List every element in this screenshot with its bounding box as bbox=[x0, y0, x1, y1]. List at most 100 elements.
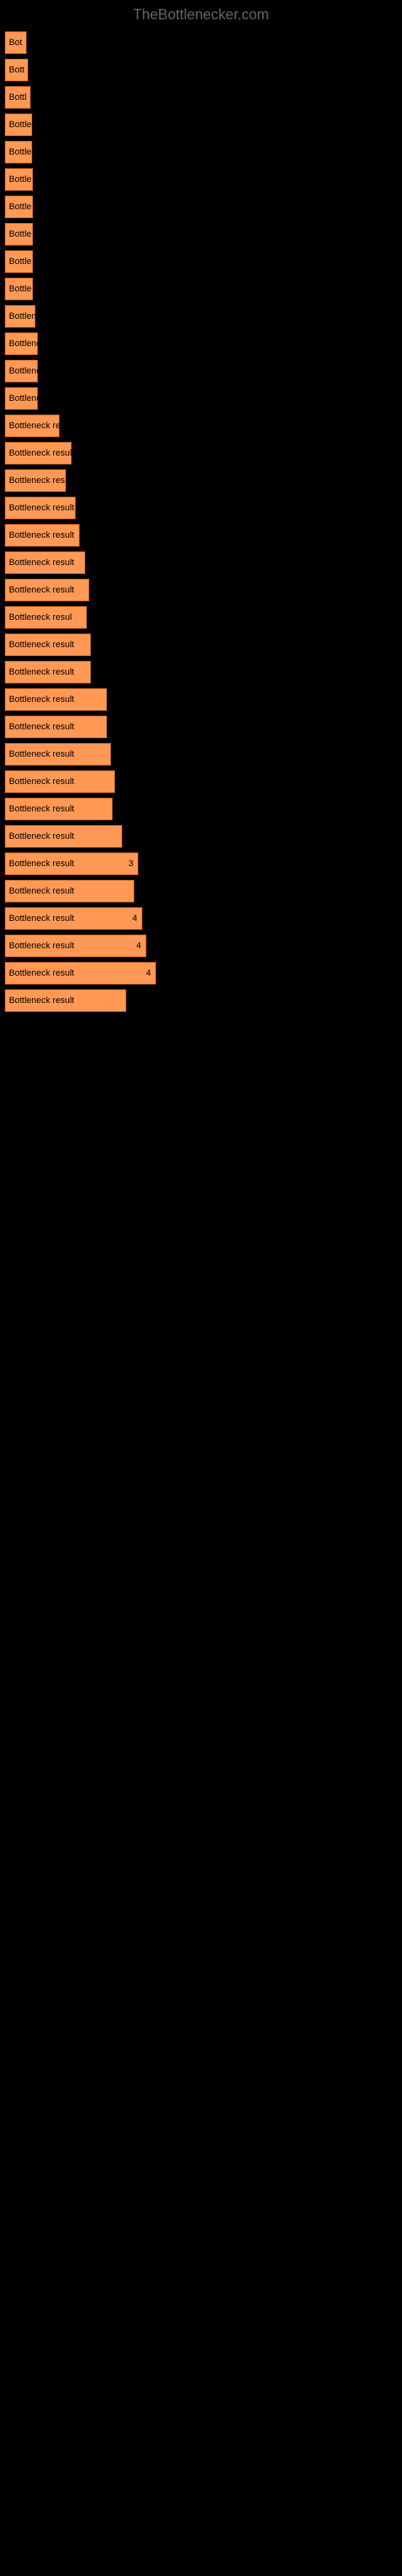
bar[interactable]: Bottlene bbox=[5, 332, 38, 355]
bar-value: 4 bbox=[133, 914, 137, 923]
bar-row: Bottleneck resul bbox=[5, 606, 397, 629]
bar[interactable]: Bottleneck result bbox=[5, 524, 80, 547]
bar-row: Bottle bbox=[5, 141, 397, 163]
bar-label: Bottleneck result bbox=[9, 585, 74, 595]
bar[interactable]: Bottlene bbox=[5, 360, 38, 382]
bar-wrapper: Bottleneck result bbox=[5, 989, 397, 1012]
bar[interactable]: Bottleneck result bbox=[5, 716, 107, 738]
bottleneck-chart: Bot Bott Bottl Bottle Bottle Bottle Bottle Bott… bbox=[5, 31, 397, 1012]
bar[interactable]: Bottleneck result bbox=[5, 825, 122, 848]
bar-row: Bottl bbox=[5, 86, 397, 109]
bar[interactable]: Bottleneck result bbox=[5, 497, 76, 519]
bar[interactable]: Bottleneck result bbox=[5, 935, 146, 957]
bar[interactable]: Bottleneck res bbox=[5, 469, 66, 492]
bar-row: Bot bbox=[5, 31, 397, 54]
bar[interactable]: Bottleneck resul bbox=[5, 606, 87, 629]
bar-label: Bottleneck result bbox=[9, 448, 74, 458]
bar[interactable]: Bottleneck result bbox=[5, 798, 113, 820]
bar[interactable]: Bottleneck result bbox=[5, 770, 115, 793]
bar[interactable]: Bot bbox=[5, 31, 27, 54]
bar-wrapper: Bottleneck result4 bbox=[5, 935, 397, 957]
bar[interactable]: Bottle bbox=[5, 196, 33, 218]
bar[interactable]: Bottleneck result bbox=[5, 661, 91, 683]
bar-label: Bottlene bbox=[9, 366, 41, 376]
bar-wrapper: Bottlene bbox=[5, 360, 397, 382]
bar-row: Bottlene bbox=[5, 387, 397, 410]
bar-wrapper: Bottle bbox=[5, 141, 397, 163]
bar[interactable]: Bottl bbox=[5, 86, 31, 109]
bar[interactable]: Bottlene bbox=[5, 387, 38, 410]
bar-row: Bottleneck result bbox=[5, 989, 397, 1012]
bar-row: Bottleneck re bbox=[5, 415, 397, 437]
bar-wrapper: Bott bbox=[5, 59, 397, 81]
bar[interactable]: Bottleneck result bbox=[5, 442, 72, 464]
bar[interactable]: Bottle bbox=[5, 168, 33, 191]
bar-row: Bottleneck result bbox=[5, 880, 397, 902]
bar-label: Bottleneck result bbox=[9, 859, 74, 869]
bar[interactable]: Bottle bbox=[5, 278, 33, 300]
bar[interactable]: Bottle bbox=[5, 141, 32, 163]
bar-row: Bottlene bbox=[5, 332, 397, 355]
bar-label: Bottle bbox=[9, 284, 31, 294]
bar-label: Bottleneck result bbox=[9, 558, 74, 568]
bar[interactable]: Bottleneck result bbox=[5, 634, 91, 656]
bar-wrapper: Bottl bbox=[5, 86, 397, 109]
bar[interactable]: Bottleneck result bbox=[5, 880, 134, 902]
bar-label: Bottleneck result bbox=[9, 777, 74, 786]
bar-label: Bottlene bbox=[9, 339, 41, 349]
bar[interactable]: Bott bbox=[5, 59, 28, 81]
bar[interactable]: Bottle bbox=[5, 114, 32, 136]
bar-wrapper: Bottleneck re bbox=[5, 415, 397, 437]
bar-label: Bottleneck resul bbox=[9, 613, 72, 622]
bar-row: Bottleneck result 4 bbox=[5, 907, 397, 930]
bar[interactable]: Bottle bbox=[5, 250, 33, 273]
bar-wrapper: Bottleneck result bbox=[5, 716, 397, 738]
bar[interactable]: Bottleneck result bbox=[5, 688, 107, 711]
bar-row: Bottleneck result 3 bbox=[5, 852, 397, 875]
bar-wrapper: Bottleneck res bbox=[5, 469, 397, 492]
bar-wrapper: Bottlene bbox=[5, 387, 397, 410]
bar[interactable]: Bottlen bbox=[5, 305, 35, 328]
bar[interactable]: Bottleneck re bbox=[5, 415, 59, 437]
bar-label: Bottleneck result bbox=[9, 941, 74, 951]
bar-wrapper: Bottle bbox=[5, 278, 397, 300]
bar-label: Bottleneck result bbox=[9, 804, 74, 814]
bar-label: Bottle bbox=[9, 229, 31, 239]
bar-row: Bottleneck result4 bbox=[5, 935, 397, 957]
bar[interactable]: Bottleneck result bbox=[5, 551, 85, 574]
bar-row: Bottleneck result bbox=[5, 688, 397, 711]
bar-label: Bottle bbox=[9, 147, 31, 157]
bar[interactable]: Bottleneck result bbox=[5, 962, 156, 985]
bar-label: Bottleneck result bbox=[9, 640, 74, 650]
bar-label: Bottleneck result bbox=[9, 914, 74, 923]
bar-row: Bottleneck result bbox=[5, 579, 397, 601]
bar-wrapper: Bottle bbox=[5, 114, 397, 136]
bar-label: Bottlen bbox=[9, 312, 36, 321]
chart-container: Bot Bott Bottl Bottle Bottle Bottle Bottle Bott… bbox=[0, 31, 402, 1012]
bar[interactable]: Bottle bbox=[5, 223, 33, 246]
bar-row: Bottle bbox=[5, 278, 397, 300]
bar-row: Bottle bbox=[5, 114, 397, 136]
bar-wrapper: Bottleneck result bbox=[5, 661, 397, 683]
bar-wrapper: Bottleneck result bbox=[5, 579, 397, 601]
bar-row: Bottleneck result bbox=[5, 661, 397, 683]
bar-row: Bottle bbox=[5, 168, 397, 191]
bar-row: Bottleneck result4 bbox=[5, 962, 397, 985]
bar-label: Bottle bbox=[9, 202, 31, 212]
bar-wrapper: Bottleneck result bbox=[5, 497, 397, 519]
bar[interactable]: Bottleneck result bbox=[5, 579, 89, 601]
bar-label: Bottleneck res bbox=[9, 476, 65, 485]
bar-row: Bottle bbox=[5, 196, 397, 218]
bar-row: Bottlene bbox=[5, 360, 397, 382]
bar[interactable]: Bottleneck result bbox=[5, 743, 111, 766]
bar-row: Bottleneck result bbox=[5, 743, 397, 766]
bar[interactable]: Bottleneck result bbox=[5, 989, 126, 1012]
bar-value: 3 bbox=[129, 859, 133, 869]
bar-wrapper: Bottleneck result bbox=[5, 551, 397, 574]
bar-row: Bottle bbox=[5, 223, 397, 246]
bar-row: Bottleneck result bbox=[5, 716, 397, 738]
bar[interactable]: Bottleneck result bbox=[5, 852, 138, 875]
bar-label: Bottleneck re bbox=[9, 421, 60, 431]
bar-row: Bottleneck result bbox=[5, 524, 397, 547]
bar[interactable]: Bottleneck result bbox=[5, 907, 142, 930]
